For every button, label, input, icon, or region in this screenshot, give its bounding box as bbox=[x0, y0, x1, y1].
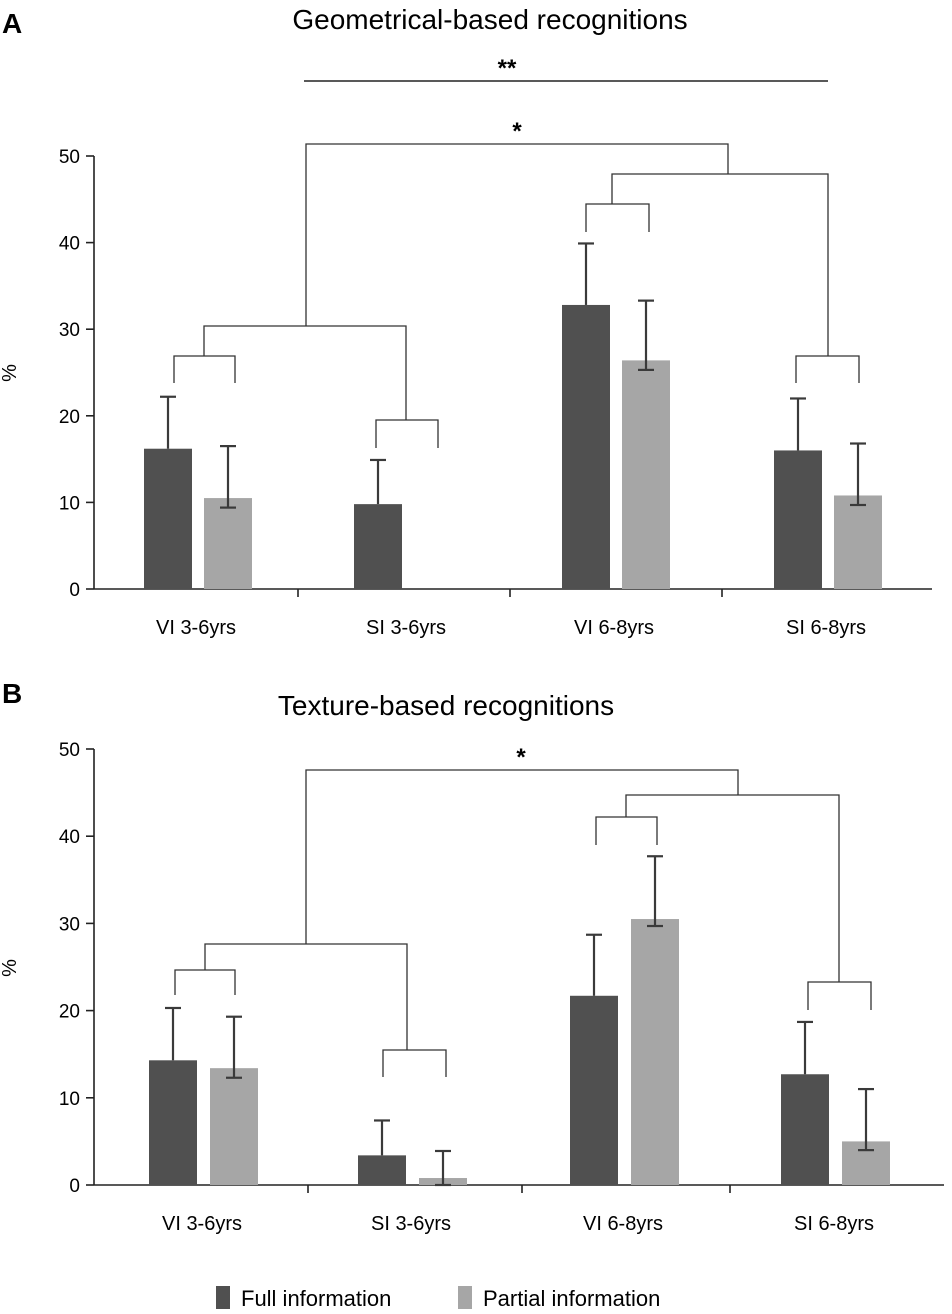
y-axis-label: % bbox=[0, 959, 21, 977]
category-label: SI 3-6yrs bbox=[371, 1213, 451, 1235]
chart-title-a: Geometrical-based recognitions bbox=[292, 4, 687, 35]
comparison-bracket bbox=[174, 969, 236, 995]
y-axis-label: % bbox=[0, 364, 21, 382]
comparison-bracket bbox=[375, 419, 439, 448]
chart-title-b: Texture-based recognitions bbox=[278, 690, 614, 721]
y-tick-label: 10 bbox=[59, 493, 80, 514]
bar-full-information bbox=[358, 1155, 406, 1185]
y-tick-label: 30 bbox=[59, 320, 80, 341]
bar-full-information bbox=[562, 304, 610, 589]
y-tick-label: 20 bbox=[59, 407, 80, 428]
comparison-bracket bbox=[625, 794, 840, 982]
bar-partial-information bbox=[210, 1068, 258, 1185]
legend-label-partial: Partial information bbox=[483, 1286, 660, 1311]
bar-full-information bbox=[149, 1060, 197, 1185]
y-tick-label: 50 bbox=[59, 147, 80, 168]
comparison-bracket bbox=[203, 325, 407, 420]
category-label: SI 3-6yrs bbox=[366, 617, 446, 639]
comparison-bracket bbox=[595, 816, 658, 845]
y-tick-label: 40 bbox=[59, 827, 80, 848]
bar-full-information bbox=[354, 504, 402, 589]
y-tick-label: 0 bbox=[69, 580, 80, 601]
bar-full-information bbox=[144, 448, 192, 589]
y-tick-label: 10 bbox=[59, 1089, 80, 1110]
significance-label: * bbox=[512, 118, 522, 145]
panel-b: B Texture-based recognitions 0 10 20 30 40 50… bbox=[0, 678, 944, 1235]
category-label: SI 6-8yrs bbox=[786, 617, 866, 639]
panel-letter-a: A bbox=[2, 8, 22, 39]
bar-full-information bbox=[774, 450, 822, 589]
category-label: VI 6-8yrs bbox=[583, 1213, 663, 1235]
bar-partial-information bbox=[622, 360, 670, 589]
comparison-bracket bbox=[305, 769, 739, 944]
y-tick-label: 30 bbox=[59, 914, 80, 935]
comparison-bracket bbox=[611, 173, 829, 356]
significance-label: * bbox=[516, 744, 526, 771]
y-tick-label: 0 bbox=[69, 1176, 80, 1197]
y-tick-label: 40 bbox=[59, 234, 80, 255]
significance-label: ** bbox=[498, 55, 517, 82]
comparison-bracket bbox=[585, 203, 650, 232]
legend: Full information Partial information bbox=[216, 1286, 660, 1311]
y-tick-label: 20 bbox=[59, 1002, 80, 1023]
y-tick-label: 50 bbox=[59, 740, 80, 761]
comparison-bracket bbox=[305, 143, 729, 326]
legend-swatch-partial bbox=[458, 1286, 472, 1309]
bar-partial-information bbox=[834, 495, 882, 589]
bar-full-information bbox=[781, 1074, 829, 1185]
panel-a: A Geometrical-based recognitions 0 10 20 30… bbox=[0, 4, 932, 639]
category-label: SI 6-8yrs bbox=[794, 1213, 874, 1235]
comparison-bracket bbox=[204, 943, 408, 1050]
comparison-bracket bbox=[173, 355, 236, 383]
category-label: VI 6-8yrs bbox=[574, 617, 654, 639]
category-label: VI 3-6yrs bbox=[156, 617, 236, 639]
comparison-bracket bbox=[795, 355, 860, 383]
legend-label-full: Full information bbox=[241, 1286, 391, 1311]
legend-swatch-full bbox=[216, 1286, 230, 1309]
panel-letter-b: B bbox=[2, 678, 22, 709]
comparison-bracket bbox=[382, 1049, 447, 1077]
comparison-bracket bbox=[807, 981, 872, 1010]
bar-partial-information bbox=[204, 498, 252, 589]
bar-partial-information bbox=[631, 919, 679, 1185]
category-label: VI 3-6yrs bbox=[162, 1213, 242, 1235]
bar-full-information bbox=[570, 995, 618, 1185]
